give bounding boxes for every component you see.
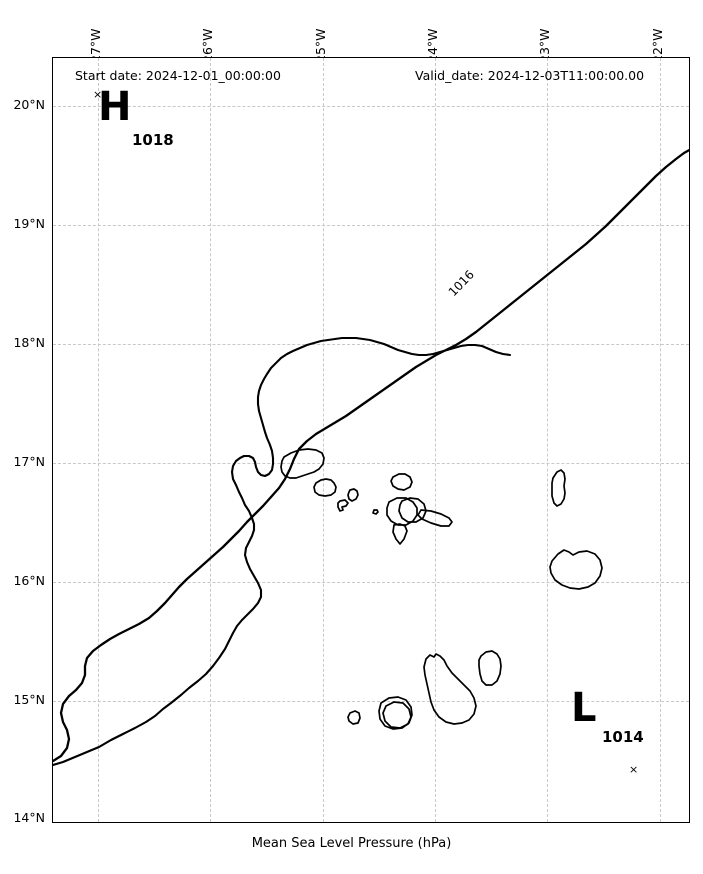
high-pressure-marker-icon: × (93, 88, 103, 101)
gridline-vertical-25w (323, 58, 324, 822)
island-shape-1 (280, 448, 325, 479)
y-tick-label-0: 20°N (13, 97, 45, 112)
low-pressure-value: 1014 (602, 728, 644, 746)
isobar-1016 (53, 148, 689, 763)
coastline-west-africa (53, 336, 512, 767)
island-shape-15 (382, 701, 412, 729)
y-tick-label-3: 17°N (13, 454, 45, 469)
x-axis-label: Mean Sea Level Pressure (hPa) (251, 836, 452, 851)
y-tick-label-2: 18°N (13, 335, 45, 350)
low-pressure-marker-icon: × (629, 763, 639, 776)
island-shape-11 (549, 549, 603, 590)
island-shape-13 (478, 650, 502, 686)
y-tick-label-6: 14°N (13, 810, 45, 825)
high-pressure-value: 1018 (132, 131, 174, 149)
valid-date-annotation: Valid_date: 2024-12-03T11:00:00.00 (415, 68, 645, 83)
y-tick-label-4: 16°N (13, 573, 45, 588)
island-shape-9 (392, 523, 408, 545)
island-shape-16 (347, 710, 361, 725)
island-shape-7 (398, 497, 427, 523)
island-shape-4 (372, 509, 379, 515)
island-shape-8 (417, 509, 453, 527)
gridline-horizontal-15n (53, 701, 689, 702)
map-plot-area: 1016 Start date: 2024-12-01_00:00:00 Val… (52, 57, 690, 823)
island-shape-2 (313, 478, 337, 497)
gridline-horizontal-17n (53, 463, 689, 464)
island-shape-10 (551, 469, 566, 507)
gridline-vertical-23w (547, 58, 548, 822)
island-shape-17 (337, 499, 349, 512)
low-pressure-letter: L (571, 685, 597, 731)
island-shape-12 (423, 653, 477, 725)
gridline-horizontal-19n (53, 225, 689, 226)
island-shape-6 (386, 497, 418, 526)
island-shape-3 (347, 488, 359, 502)
start-date-annotation: Start date: 2024-12-01_00:00:00 (75, 68, 281, 83)
map-geometry (53, 148, 689, 767)
high-pressure-letter: H (98, 84, 132, 130)
gridline-horizontal-16n (53, 582, 689, 583)
gridline-vertical-26w (210, 58, 211, 822)
y-tick-label-1: 19°N (13, 216, 45, 231)
gridline-horizontal-20n (53, 106, 689, 107)
gridline-horizontal-18n (53, 344, 689, 345)
y-tick-label-5: 15°N (13, 692, 45, 707)
gridline-vertical-24w (435, 58, 436, 822)
island-shape-5 (390, 473, 413, 491)
gridline-vertical-22w (660, 58, 661, 822)
gridline-vertical-27w (98, 58, 99, 822)
